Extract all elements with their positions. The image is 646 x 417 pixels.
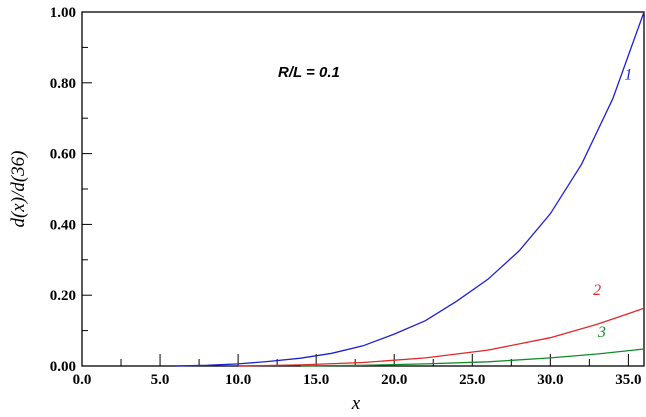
x-tick-label: 0.0 bbox=[73, 372, 92, 388]
y-tick-label: 0.60 bbox=[50, 147, 76, 163]
y-tick-label: 0.20 bbox=[50, 288, 76, 304]
series-line-1 bbox=[175, 11, 645, 367]
y-tick-label: 0.40 bbox=[50, 217, 76, 233]
series-layer bbox=[175, 11, 645, 367]
y-tick-label: 0.00 bbox=[50, 359, 76, 375]
x-tick-label: 35.0 bbox=[615, 372, 641, 388]
series-label-2: 2 bbox=[593, 282, 601, 299]
series-label-1: 1 bbox=[624, 66, 632, 83]
y-axis-label: d(x)/d(36) bbox=[8, 150, 29, 227]
axis-ticks bbox=[81, 11, 629, 367]
x-tick-label: 5.0 bbox=[151, 372, 170, 388]
x-tick-label: 10.0 bbox=[225, 372, 251, 388]
chart-annotation: R/L = 0.1 bbox=[278, 64, 340, 81]
x-tick-label: 20.0 bbox=[381, 372, 407, 388]
x-tick-labels: 0.0 5.0 10.0 15.0 20.0 25.0 30.0 35.0 bbox=[73, 372, 642, 388]
series-line-3 bbox=[300, 348, 645, 367]
series-labels: 1 2 3 bbox=[593, 66, 632, 341]
x-tick-label: 25.0 bbox=[459, 372, 485, 388]
x-axis-label: x bbox=[351, 393, 361, 414]
series-label-3: 3 bbox=[597, 324, 606, 341]
plot-frame bbox=[81, 11, 645, 367]
x-tick-label: 15.0 bbox=[303, 372, 329, 388]
y-tick-labels: 0.00 0.20 0.40 0.60 0.80 1.00 bbox=[50, 5, 76, 375]
y-tick-label: 0.80 bbox=[50, 76, 76, 92]
x-tick-label: 30.0 bbox=[537, 372, 563, 388]
series-line-2 bbox=[238, 307, 645, 367]
y-tick-label: 1.00 bbox=[50, 5, 76, 21]
